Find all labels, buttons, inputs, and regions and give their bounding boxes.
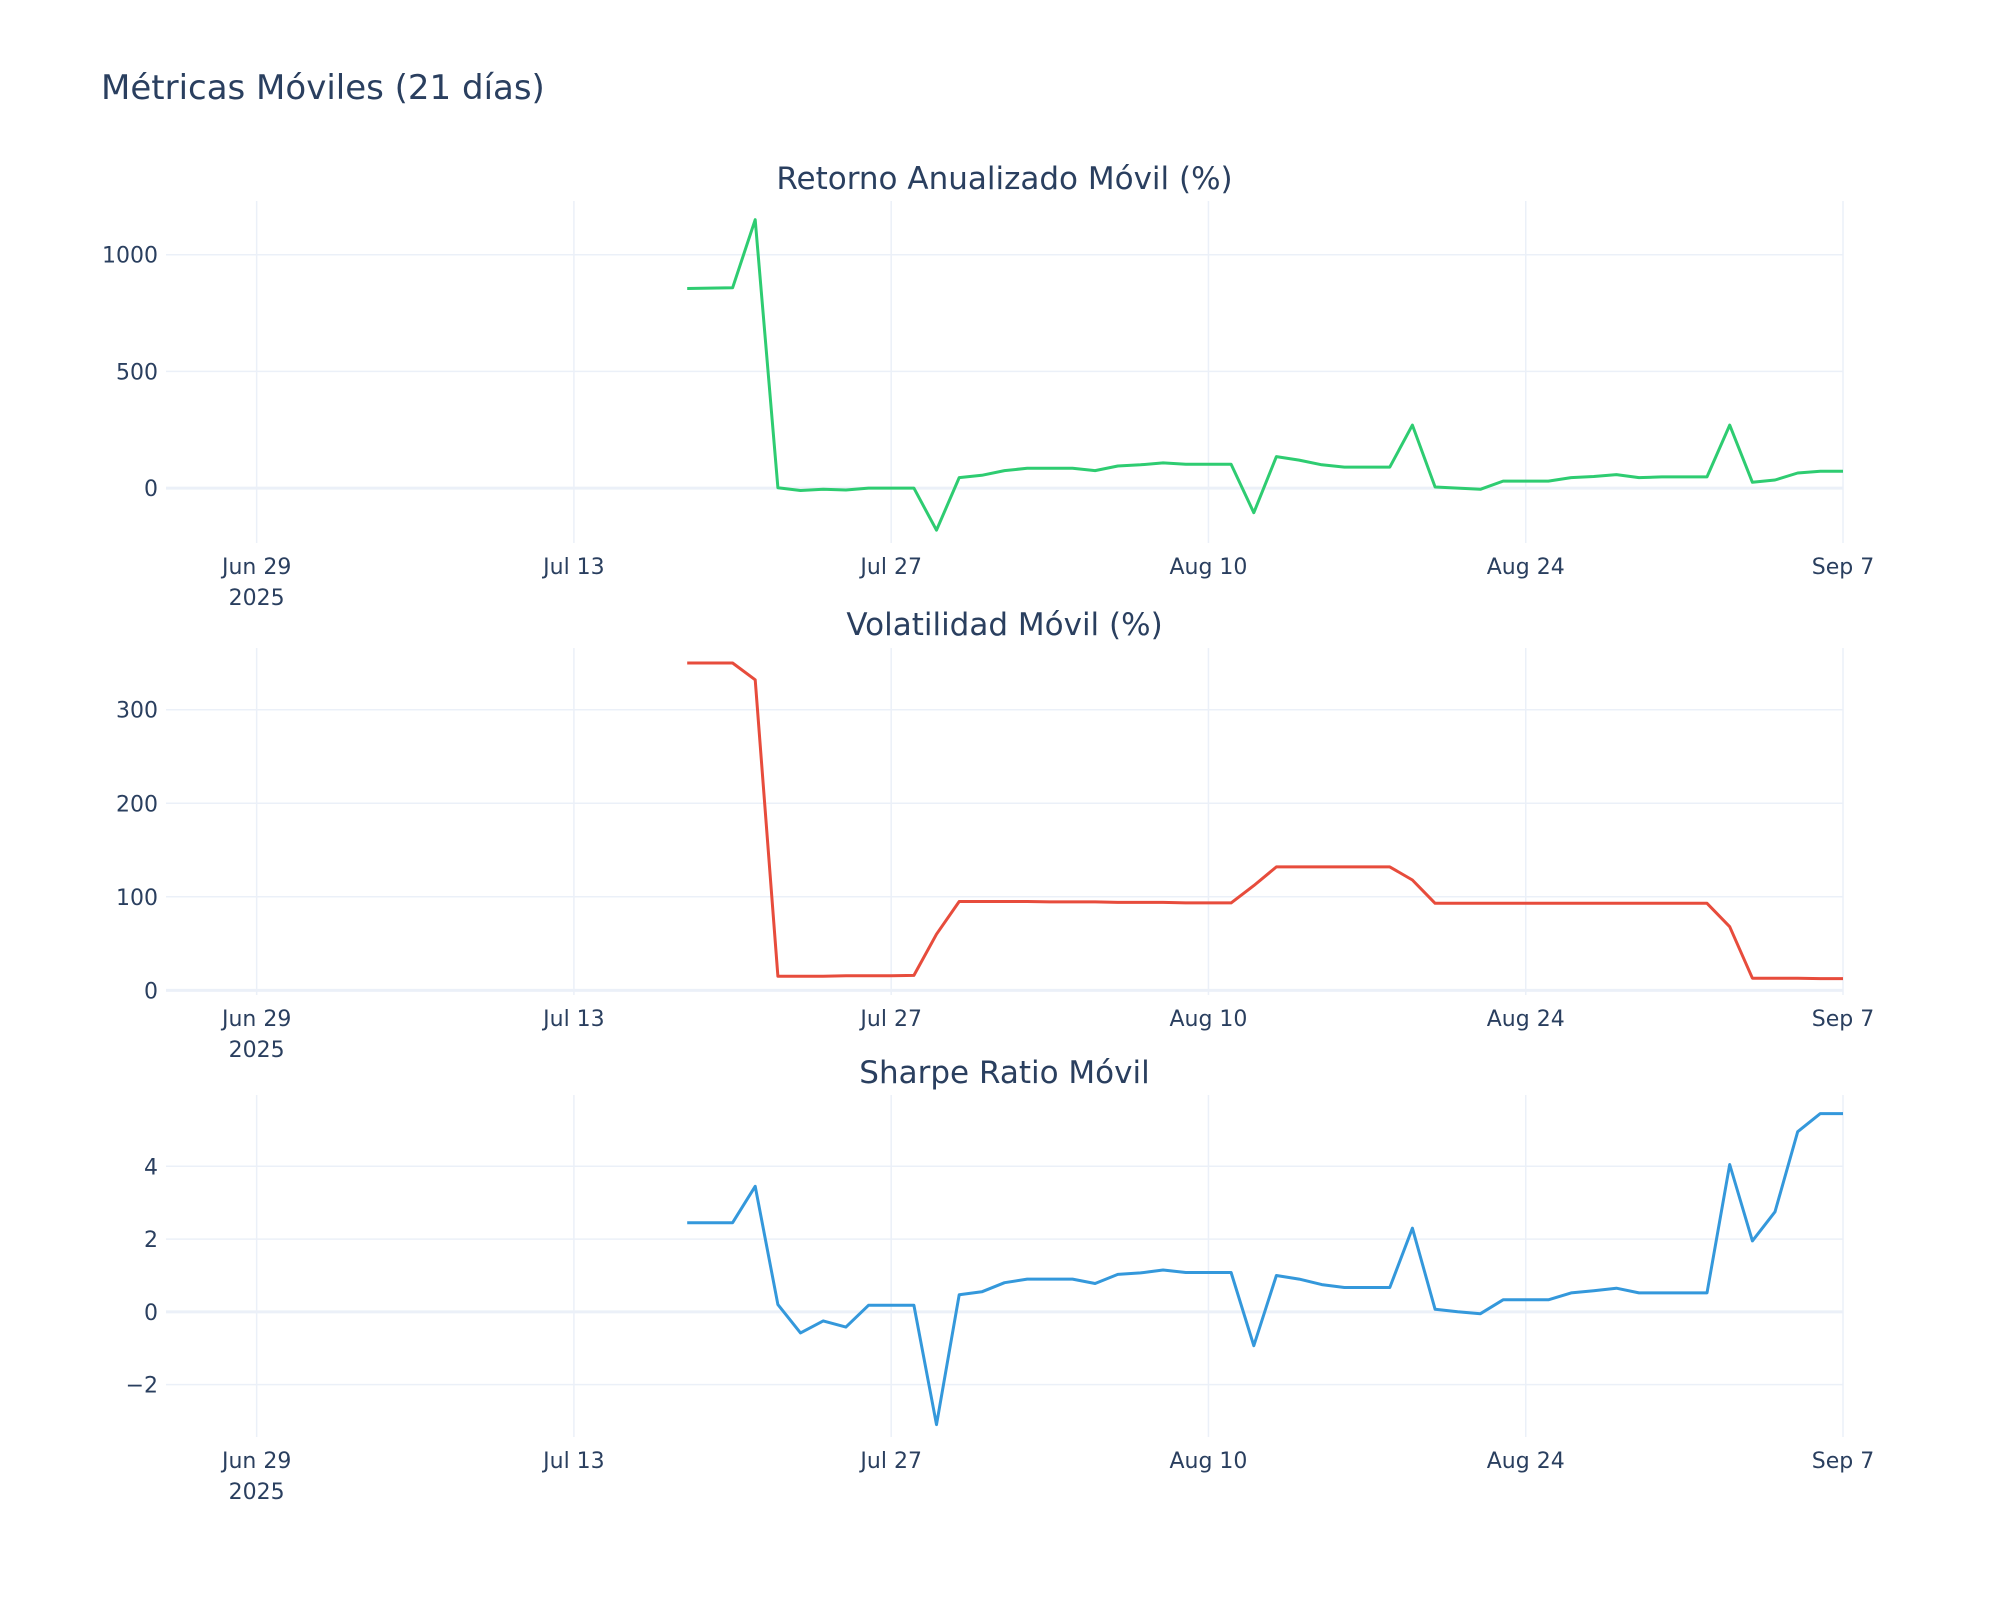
x-tick-label: Aug 24 [1487,1007,1565,1032]
x-tick-label: Jul 13 [541,1449,605,1474]
x-tick-label: Aug 10 [1169,1007,1247,1032]
x-tick-label: Jul 13 [541,1007,605,1032]
x-tick-label: Sep 7 [1812,1007,1874,1032]
y-tick-label: 0 [144,1301,158,1326]
subplot-title: Retorno Anualizado Móvil (%) [776,161,1232,197]
x-tick-label: Aug 10 [1169,1449,1247,1474]
x-tick-label: Jun 29 2025 [220,1449,291,1505]
subplot-title: Volatilidad Móvil (%) [846,607,1162,643]
y-tick-label: 2 [144,1228,158,1253]
y-tick-label: 500 [116,360,158,385]
x-tick-label: Jul 27 [858,1449,922,1474]
y-tick-label: −2 [126,1374,158,1399]
chart-title: Métricas Móviles (21 días) [101,68,545,108]
y-tick-label: 1000 [102,244,158,269]
data-line [687,218,1843,532]
data-line [687,661,1843,981]
y-tick-label: 200 [116,792,158,817]
y-tick-label: 0 [144,477,158,502]
x-tick-label: Jul 13 [541,555,605,580]
x-tick-label: Aug 24 [1487,1449,1565,1474]
y-tick-label: 4 [144,1155,158,1180]
x-tick-label: Aug 24 [1487,555,1565,580]
y-tick-label: 0 [144,979,158,1004]
x-tick-label: Sep 7 [1812,1449,1874,1474]
y-tick-label: 300 [116,699,158,724]
data-line [687,1112,1843,1427]
x-tick-label: Jul 27 [858,1007,922,1032]
x-tick-label: Aug 10 [1169,555,1247,580]
x-tick-label: Jul 27 [858,555,922,580]
subplot-title: Sharpe Ratio Móvil [859,1055,1149,1091]
x-tick-label: Sep 7 [1812,555,1874,580]
x-tick-label: Jun 29 2025 [220,555,291,611]
x-tick-label: Jun 29 2025 [220,1007,291,1063]
y-tick-label: 100 [116,886,158,911]
